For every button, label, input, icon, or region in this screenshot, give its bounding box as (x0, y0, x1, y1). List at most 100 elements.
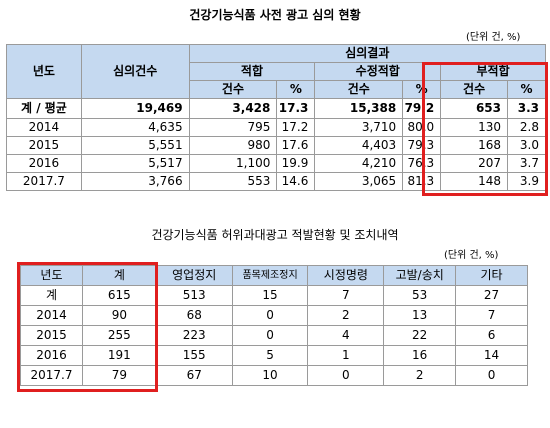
cell-ok-pct: 19.9 (276, 154, 316, 173)
cell-business-suspension: 67 (155, 365, 233, 386)
cell-business-suspension: 513 (155, 285, 233, 306)
cell-ok-count: 3,428 (188, 98, 278, 119)
cell-mod-pct: 79.3 (402, 136, 442, 155)
header-fail-pct: % (507, 80, 546, 99)
cell-total: 191 (81, 345, 157, 366)
cell-prosecution: 22 (383, 325, 457, 346)
header-business-suspension: 영업정지 (155, 265, 233, 286)
cell-mod-pct: 80.0 (402, 118, 442, 137)
cell-mod-count: 4,403 (314, 136, 404, 155)
false-ad-action-table: 년도 계 영업정지 품목제조정지 시정명령 고발/송치 기타 계 615 513… (20, 265, 528, 386)
cell-ok-pct: 17.6 (276, 136, 316, 155)
cell-fail-pct: 3.3 (507, 98, 546, 119)
header-correction-order: 시정명령 (307, 265, 385, 286)
cell-year: 2016 (6, 154, 82, 173)
header-ok-count: 건수 (188, 80, 278, 99)
cell-year: 2016 (20, 345, 83, 366)
cell-fail-count: 653 (440, 98, 508, 119)
cell-count: 5,551 (80, 136, 190, 155)
cell-other: 27 (455, 285, 528, 306)
cell-correction-order: 1 (307, 345, 385, 366)
cell-other: 6 (455, 325, 528, 346)
cell-year: 2014 (6, 118, 82, 137)
table-row: 2017.7 79 67 10 0 2 0 (20, 365, 528, 386)
cell-prosecution: 53 (383, 285, 457, 306)
cell-count: 4,635 (80, 118, 190, 137)
cell-ok-count: 795 (188, 118, 278, 137)
table-row: 2017.7 3,766 553 14.6 3,065 81.3 148 3.9 (6, 172, 546, 191)
cell-fail-pct: 2.8 (507, 118, 546, 137)
header-ok-pct: % (276, 80, 316, 99)
cell-year: 2015 (6, 136, 82, 155)
cell-ok-pct: 14.6 (276, 172, 316, 191)
cell-count: 19,469 (80, 98, 190, 119)
header-total: 계 (81, 265, 157, 286)
cell-fail-count: 168 (440, 136, 508, 155)
cell-mod-pct: 81.3 (402, 172, 442, 191)
cell-correction-order: 7 (307, 285, 385, 306)
header-other: 기타 (455, 265, 528, 286)
cell-prosecution: 16 (383, 345, 457, 366)
cell-count: 3,766 (80, 172, 190, 191)
cell-ok-count: 1,100 (188, 154, 278, 173)
table-row: 2015 5,551 980 17.6 4,403 79.3 168 3.0 (6, 136, 546, 155)
header-prosecution: 고발/송치 (383, 265, 457, 286)
cell-ok-pct: 17.3 (276, 98, 316, 119)
cell-business-suspension: 68 (155, 305, 233, 326)
header-fail-count: 건수 (440, 80, 508, 99)
table1-unit: (단위 건, %) (466, 32, 521, 43)
cell-fail-count: 207 (440, 154, 508, 173)
cell-fail-count: 148 (440, 172, 508, 191)
cell-count: 5,517 (80, 154, 190, 173)
cell-correction-order: 2 (307, 305, 385, 326)
table-row: 2014 90 68 0 2 13 7 (20, 305, 528, 326)
review-status-table: 년도 심의건수 심의결과 적합 수정적합 부적합 건수 % 건수 % 건수 % … (6, 44, 547, 191)
header-year: 년도 (20, 265, 83, 286)
header-mod-count: 건수 (314, 80, 404, 99)
cell-prosecution: 2 (383, 365, 457, 386)
table-row: 계 / 평균 19,469 3,428 17.3 15,388 79.2 653… (6, 98, 546, 119)
cell-total: 615 (81, 285, 157, 306)
header-count: 심의건수 (80, 44, 190, 99)
cell-fail-pct: 3.7 (507, 154, 546, 173)
cell-business-suspension: 223 (155, 325, 233, 346)
cell-product-suspension: 0 (231, 305, 309, 326)
cell-product-suspension: 5 (231, 345, 309, 366)
cell-product-suspension: 10 (231, 365, 309, 386)
cell-ok-pct: 17.2 (276, 118, 316, 137)
cell-mod-count: 3,065 (314, 172, 404, 191)
header-year: 년도 (6, 44, 82, 99)
cell-product-suspension: 15 (231, 285, 309, 306)
table-row: 계 615 513 15 7 53 27 (20, 285, 528, 306)
cell-year: 2017.7 (20, 365, 83, 386)
cell-mod-pct: 79.2 (402, 98, 442, 119)
table-row: 2016 191 155 5 1 16 14 (20, 345, 528, 366)
cell-mod-pct: 76.3 (402, 154, 442, 173)
table-row: 2014 4,635 795 17.2 3,710 80.0 130 2.8 (6, 118, 546, 137)
header-modified: 수정적합 (314, 62, 442, 81)
header-ok: 적합 (188, 62, 316, 81)
cell-fail-pct: 3.9 (507, 172, 546, 191)
cell-other: 14 (455, 345, 528, 366)
cell-business-suspension: 155 (155, 345, 233, 366)
cell-product-suspension: 0 (231, 325, 309, 346)
cell-mod-count: 3,710 (314, 118, 404, 137)
cell-total: 255 (81, 325, 157, 346)
cell-fail-pct: 3.0 (507, 136, 546, 155)
header-result: 심의결과 (188, 44, 547, 63)
table1-title: 건강기능식품 사전 광고 심의 현황 (189, 8, 361, 22)
cell-year: 2017.7 (6, 172, 82, 191)
cell-total: 79 (81, 365, 157, 386)
cell-year: 2015 (20, 325, 83, 346)
header-mod-pct: % (402, 80, 442, 99)
cell-total: 90 (81, 305, 157, 326)
cell-other: 7 (455, 305, 528, 326)
table-row: 2015 255 223 0 4 22 6 (20, 325, 528, 346)
cell-year: 계 / 평균 (6, 98, 82, 119)
cell-mod-count: 4,210 (314, 154, 404, 173)
cell-fail-count: 130 (440, 118, 508, 137)
cell-ok-count: 980 (188, 136, 278, 155)
header-fail: 부적합 (440, 62, 546, 81)
cell-correction-order: 0 (307, 365, 385, 386)
cell-prosecution: 13 (383, 305, 457, 326)
